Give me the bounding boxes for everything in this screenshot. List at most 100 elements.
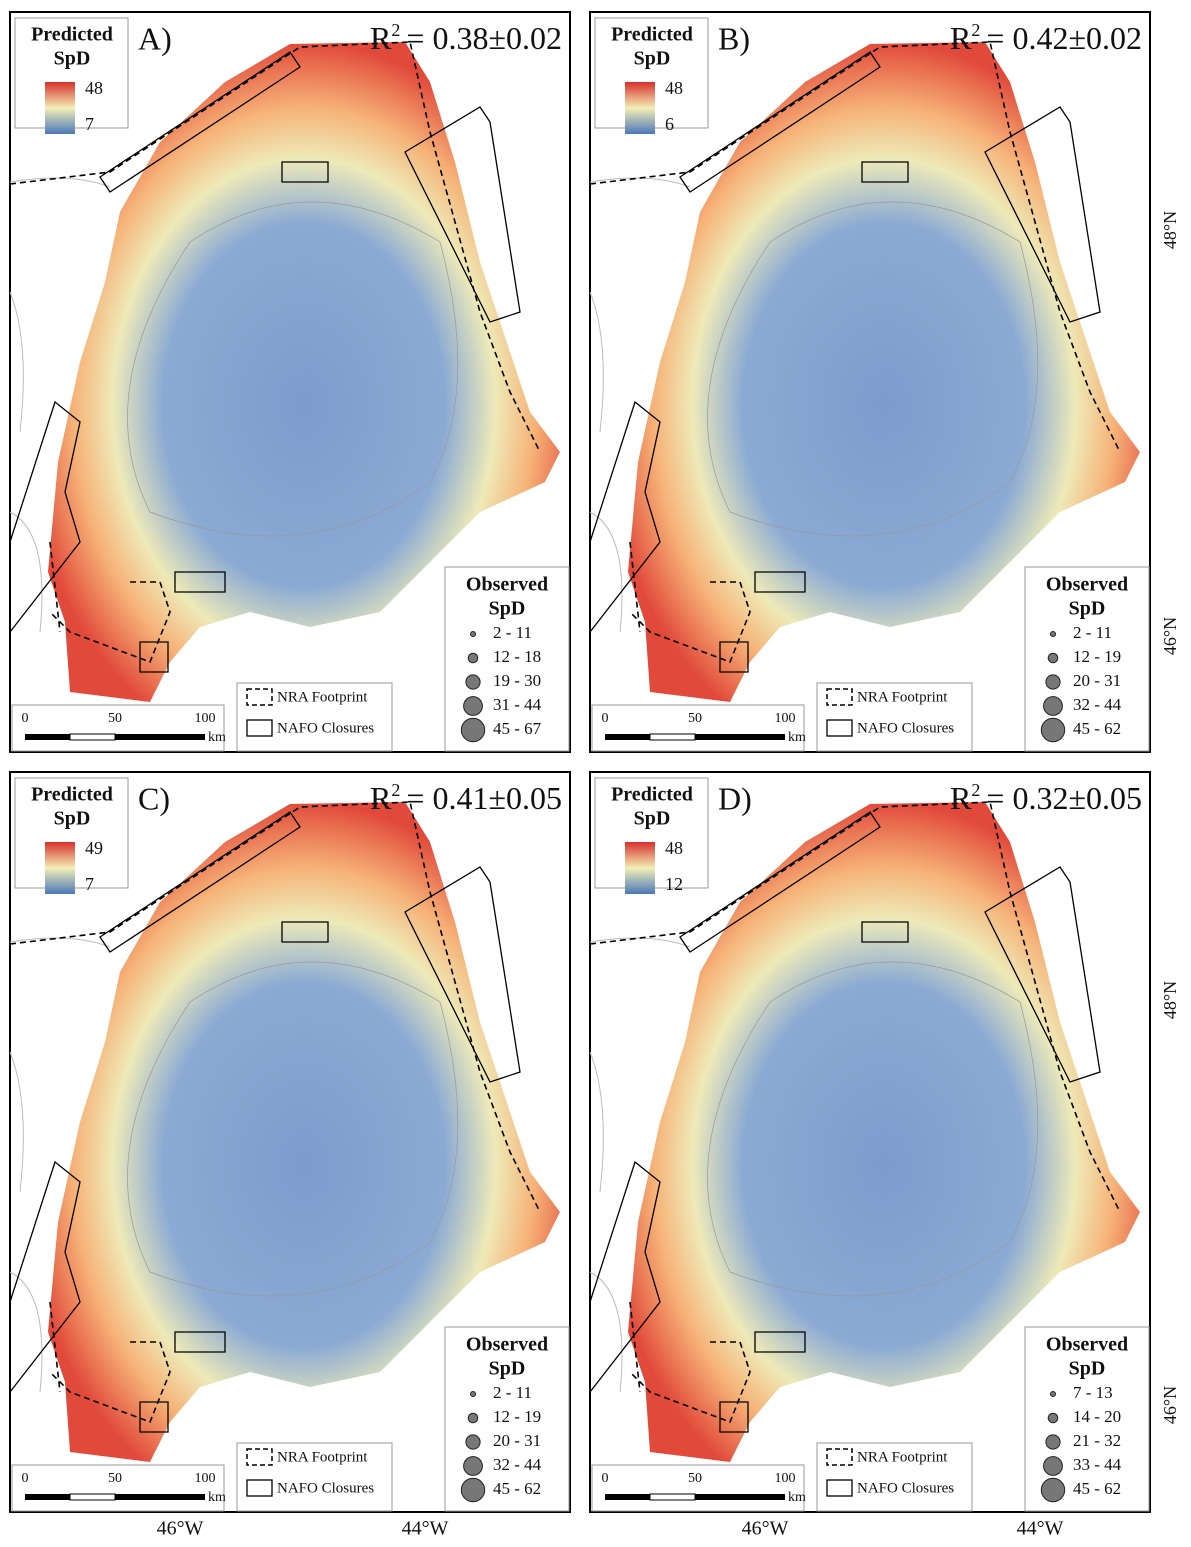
nafo-closure [9, 51, 521, 673]
scale-tick-label: 100 [195, 711, 216, 726]
latitude-label: 46°N [1160, 1386, 1180, 1424]
predicted-min: 12 [665, 874, 683, 894]
observed-class-label: 19 - 30 [493, 671, 541, 690]
observed-legend-symbol [1050, 1391, 1056, 1397]
observed-legend-unit: SpD [489, 1358, 526, 1380]
nafo-legend-label: NAFO Closures [857, 1480, 954, 1496]
observed-class-label: 21 - 32 [1073, 1431, 1121, 1450]
nafo-closure [589, 51, 1101, 673]
observed-class-label: 20 - 31 [493, 1431, 541, 1450]
predicted-min: 7 [85, 114, 94, 134]
boundary-legend-box [816, 682, 973, 752]
observed-class-label: 45 - 62 [493, 1479, 541, 1498]
predicted-legend-title: Predicted [611, 784, 693, 806]
predicted-color-ramp [45, 842, 75, 894]
nafo-legend-label: NAFO Closures [277, 720, 374, 736]
nra-legend-label: NRA Footprint [277, 1449, 368, 1465]
observed-legend-title: Observed [466, 574, 548, 596]
observed-legend-title: Observed [1046, 1334, 1128, 1356]
nra-legend-label: NRA Footprint [857, 689, 948, 705]
boundary-legend-box [816, 1442, 973, 1512]
r-squared: R2 = 0.41±0.05 [370, 780, 562, 816]
r-symbol: R [950, 780, 972, 816]
nra-footprint [589, 41, 1121, 664]
r-exponent: 2 [971, 780, 980, 800]
predicted-color-ramp [625, 82, 655, 134]
scale-unit: km [208, 730, 226, 745]
observed-legend-title: Observed [1046, 574, 1128, 596]
observed-legend-symbol [467, 1412, 479, 1424]
scale-tick-label: 0 [602, 711, 609, 726]
predicted-max: 48 [85, 78, 103, 98]
nra-legend-symbol [246, 1448, 273, 1466]
nafo-legend-symbol [826, 719, 853, 737]
nafo-legend-symbol [826, 1479, 853, 1497]
observed-legend-symbol [1043, 696, 1063, 716]
longitude-label: 44°W [1017, 1518, 1064, 1540]
observed-legend-unit: SpD [1069, 598, 1106, 620]
scale-tick-label: 100 [195, 1471, 216, 1486]
scale-bar-segment [605, 1494, 650, 1500]
scale-bar-segment [115, 734, 205, 740]
observed-class-label: 32 - 44 [1073, 695, 1122, 714]
nra-legend-label: NRA Footprint [857, 1449, 948, 1465]
predicted-max: 48 [665, 78, 683, 98]
predicted-color-ramp [625, 842, 655, 894]
observed-class-label: 12 - 19 [1073, 647, 1121, 666]
scale-bar-segment [69, 733, 116, 741]
observed-legend-symbol [467, 652, 479, 664]
observed-legend-symbol [463, 696, 483, 716]
panel-label: B) [718, 20, 750, 56]
observed-class-label: 7 - 13 [1073, 1383, 1113, 1402]
depth-contour [127, 961, 459, 1297]
observed-class-label: 20 - 31 [1073, 671, 1121, 690]
observed-class-label: 12 - 19 [493, 1407, 541, 1426]
depth-contour [707, 201, 1039, 537]
predicted-min: 7 [85, 874, 94, 894]
scale-bar-segment [649, 1493, 696, 1501]
observed-class-label: 2 - 11 [1073, 623, 1112, 642]
nra-footprint [589, 801, 1121, 1424]
latitude-label: 48°N [1160, 211, 1180, 249]
observed-legend-symbol [1043, 1456, 1063, 1476]
predicted-legend-unit: SpD [54, 808, 91, 830]
scale-bar-segment [25, 734, 70, 740]
observed-class-label: 33 - 44 [1073, 1455, 1122, 1474]
scale-bar-segment [649, 733, 696, 741]
r-exponent: 2 [391, 780, 400, 800]
scale-bar-segment [605, 734, 650, 740]
scale-bar-box [591, 1464, 805, 1512]
scale-tick-label: 0 [602, 1471, 609, 1486]
observed-legend-symbol [465, 674, 481, 690]
nafo-legend-label: NAFO Closures [277, 1480, 374, 1496]
scale-tick-label: 0 [22, 1471, 29, 1486]
longitude-label: 44°W [402, 1518, 449, 1540]
r-symbol: R [370, 20, 392, 56]
depth-contour [707, 961, 1039, 1297]
scale-bar-box [11, 704, 225, 752]
nra-legend-label: NRA Footprint [277, 689, 368, 705]
predicted-legend-unit: SpD [634, 808, 671, 830]
scale-bar-box [591, 704, 805, 752]
observed-legend-symbol [1045, 674, 1061, 690]
scale-bar-segment [695, 734, 785, 740]
panel-label: D) [718, 780, 752, 816]
nafo-closure [9, 811, 521, 1433]
observed-class-label: 12 - 18 [493, 647, 541, 666]
observed-legend-symbol [1050, 631, 1056, 637]
scale-tick-label: 0 [22, 711, 29, 726]
r-exponent: 2 [971, 20, 980, 40]
predicted-min: 6 [665, 114, 674, 134]
predicted-legend-unit: SpD [54, 48, 91, 70]
nra-legend-symbol [826, 1448, 853, 1466]
longitude-label: 46°W [742, 1518, 789, 1540]
observed-class-label: 14 - 20 [1073, 1407, 1121, 1426]
observed-class-label: 45 - 62 [1073, 1479, 1121, 1498]
observed-legend-symbol [1040, 1477, 1066, 1503]
predicted-max: 48 [665, 838, 683, 858]
r-squared: R2 = 0.42±0.02 [950, 20, 1142, 56]
